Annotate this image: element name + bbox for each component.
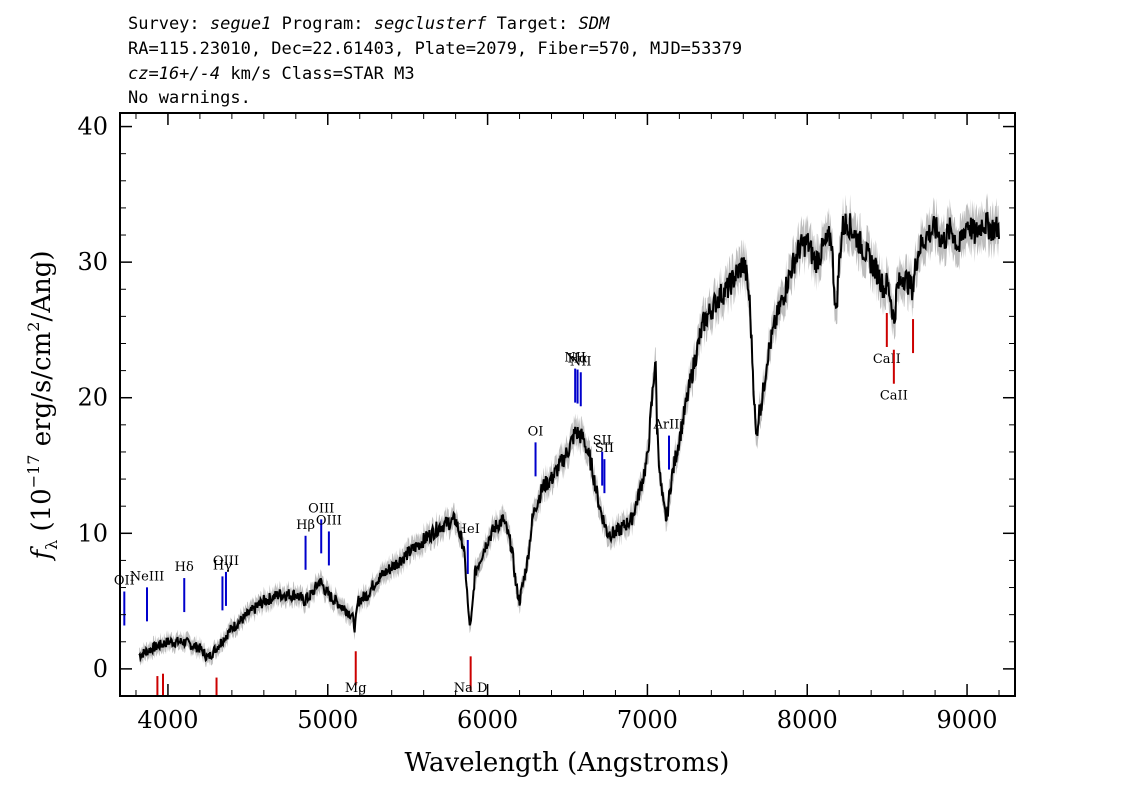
- x-tick-label: 4000: [137, 706, 198, 734]
- x-axis-title: Wavelength (Angstroms): [405, 748, 730, 778]
- emission-line-label: Hγ: [213, 558, 232, 573]
- flux-error-band: [139, 192, 999, 668]
- x-tick-label: 9000: [937, 706, 998, 734]
- header-line-4: No warnings.: [128, 88, 251, 108]
- y-tick-label: 30: [77, 248, 108, 276]
- emission-line-label: SII: [593, 434, 612, 449]
- flux-series-line: [138, 211, 1000, 663]
- header-line-3: cz=16+/-4 km/s Class=STAR M3: [128, 64, 415, 84]
- emission-line-label: NeIII: [130, 569, 164, 584]
- x-tick-label: 5000: [297, 706, 358, 734]
- axes-layer: 4000 5000 6000 7000 8000 9000 0 10 20 30 40: [77, 113, 1015, 734]
- absorption-line-label: Na D: [454, 681, 488, 696]
- svg-text:fλ (10−17 erg/s/cm2/Ang): fλ (10−17 erg/s/cm2/Ang): [24, 250, 61, 561]
- absorption-line-label: CaII: [873, 352, 901, 367]
- y-tick-label: 20: [77, 384, 108, 412]
- emission-line-label: SII: [595, 441, 614, 456]
- absorption-line-label: Mg: [345, 681, 367, 696]
- x-tick-label: 8000: [777, 706, 838, 734]
- class-text: km/s Class=STAR M3: [230, 64, 415, 84]
- y-tick-label: 40: [77, 113, 108, 141]
- emission-line-label: OIII: [308, 501, 334, 516]
- header-line-2: RA=115.23010, Dec=22.61403, Plate=2079, …: [128, 39, 743, 59]
- emission-line-label: Hβ: [296, 518, 315, 533]
- program-value: segclusterf: [373, 14, 487, 34]
- series-layer: [138, 192, 1000, 668]
- y-axis-title: fλ (10−17 erg/s/cm2/Ang): [24, 250, 61, 561]
- cz-value: cz=16+/-4: [128, 64, 221, 84]
- header-line-1: Survey: segue1 Program: segclusterf Targ…: [128, 14, 609, 34]
- x-tick-label: 7000: [617, 706, 678, 734]
- y-tick-label: 0: [93, 655, 108, 683]
- emission-line-label: ArIII: [652, 418, 684, 433]
- target-value: SDM: [578, 14, 610, 34]
- emission-line-label: OIII: [213, 554, 239, 569]
- survey-value: segue1: [209, 14, 272, 34]
- x-tick-label: 6000: [457, 706, 518, 734]
- emission-line-label: Hα: [568, 352, 588, 367]
- y-tick-label: 10: [77, 519, 108, 547]
- target-label: Target:: [496, 14, 569, 34]
- emission-line-label: OI: [528, 424, 544, 439]
- emission-line-label: Hδ: [175, 560, 194, 575]
- emission-line-label: NII: [564, 351, 586, 366]
- survey-label: Survey:: [128, 14, 200, 34]
- absorption-line-label: CaII: [880, 389, 908, 404]
- emission-line-label: NII: [570, 354, 592, 369]
- program-label: Program:: [281, 14, 364, 34]
- plot-frame: [119, 112, 1016, 697]
- emission-line-label: OIII: [316, 513, 342, 528]
